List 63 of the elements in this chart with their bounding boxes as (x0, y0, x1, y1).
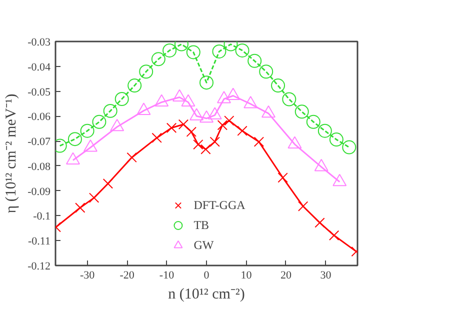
y-tick-label: -0.1 (33, 210, 51, 223)
legend-label: GW (194, 238, 214, 252)
point (200, 76, 214, 90)
point (248, 54, 262, 68)
point (314, 218, 325, 228)
point (166, 122, 177, 133)
legend-label: TB (194, 218, 210, 232)
point (162, 43, 177, 58)
point (88, 192, 100, 203)
point (318, 124, 332, 138)
point (342, 140, 356, 154)
y-tick-label: -0.11 (28, 236, 51, 248)
y-axis-title: η (10¹² cm⁻² meV⁻¹) (4, 94, 20, 214)
y-tick-label: -0.03 (28, 36, 51, 48)
point (294, 104, 309, 119)
point (114, 92, 129, 106)
point (224, 116, 234, 126)
point (259, 64, 274, 79)
y-tick-label: -0.05 (28, 86, 51, 98)
point (237, 126, 248, 136)
legend-label: DFT-GGA (194, 198, 246, 212)
point (152, 132, 162, 143)
y-tick-label: -0.09 (28, 186, 51, 198)
x-tick-label: 20 (280, 270, 292, 282)
x-axis-title: n (10¹² cm⁻²) (168, 286, 245, 302)
point (212, 44, 226, 58)
point (186, 45, 200, 60)
x-tick-label: -30 (80, 270, 96, 282)
point (126, 152, 137, 163)
point (68, 132, 82, 146)
point (151, 52, 166, 66)
point (329, 132, 344, 147)
point (102, 178, 114, 189)
x-tick-label: 10 (240, 270, 252, 282)
y-tick-label: -0.06 (28, 111, 51, 124)
x-tick-label: 30 (320, 270, 332, 282)
point (200, 144, 211, 154)
point (193, 139, 204, 150)
y-tick-label: -0.08 (28, 160, 51, 173)
y-tick-label: -0.12 (28, 260, 51, 272)
point (75, 202, 86, 213)
point (298, 201, 308, 212)
point (278, 172, 288, 183)
point (217, 120, 228, 130)
point (80, 124, 94, 138)
point (254, 136, 264, 147)
point (186, 126, 196, 137)
point (210, 136, 220, 147)
point (271, 78, 286, 93)
x-tick-label: 0 (204, 270, 210, 282)
point (328, 230, 340, 240)
x-tick-label: -20 (120, 270, 135, 282)
y-tick-label: -0.04 (28, 61, 51, 74)
point (92, 114, 106, 129)
y-tick-label: -0.07 (28, 136, 51, 148)
point (139, 64, 154, 79)
point (235, 43, 250, 58)
point (178, 119, 189, 130)
point (282, 92, 296, 106)
point (306, 114, 320, 129)
point (128, 78, 142, 93)
x-tick-label: -10 (159, 270, 175, 282)
point (103, 104, 118, 118)
